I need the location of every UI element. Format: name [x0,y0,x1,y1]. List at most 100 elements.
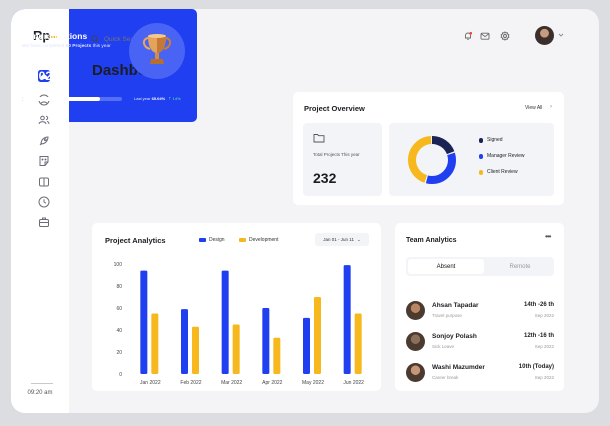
member-row[interactable]: Ahsan Tapadar Travel purpose 14th -26 th… [406,300,554,324]
clock-icon[interactable] [38,196,50,208]
legend-signed: Signed [479,137,503,143]
bar-development [192,326,199,374]
member-month: Sep 2022 [534,313,554,318]
y-tick-label: 0 [119,372,122,378]
tab-absent[interactable]: Absent [408,259,484,274]
last-year-stat: Last year 65.04% ⇡ 14% [134,96,181,101]
member-name: Sonjoy Polash [432,333,477,340]
total-projects-label: Total Projects This year [313,152,360,157]
y-tick-label: 40 [116,328,122,334]
users-icon[interactable] [38,114,50,126]
legend-design: Design [199,237,225,243]
bar-development [314,297,321,374]
bar-development [354,313,362,374]
x-tick-label: May 2022 [302,380,324,386]
trophy-icon [142,34,172,64]
current-time: 09:20 am [27,390,53,396]
legend-label: Client Review [487,169,518,175]
member-row[interactable]: Sonjoy Polash Sick Leave 12th -16 th Sep… [406,331,554,355]
y-tick-label: 100 [114,262,123,268]
member-reason: Sick Leave [432,344,455,349]
member-name: Ahsan Tapadar [432,302,479,309]
team-analytics-card: Team Analytics ••• Absent Remote Ahsan T… [395,223,564,391]
satisfaction-percent: 93.02% [22,69,58,83]
member-name: Washi Mazumder [432,364,485,371]
project-analytics-card: Project Analytics Design Development Jan… [92,223,381,391]
sidebar-divider [31,383,53,384]
y-tick-label: 20 [116,350,122,356]
x-tick-label: Jan 2022 [140,380,161,386]
chevron-down-icon[interactable] [558,32,564,38]
percent-unit: % [53,76,59,82]
sticker-icon[interactable] [38,155,50,167]
chevron-right-icon[interactable]: › [550,104,552,110]
logo[interactable]: Rp [33,28,58,43]
donut-slice [408,136,456,184]
overview-title: Project Overview [304,104,365,113]
logo-text: Rp [33,28,51,43]
home-icon[interactable] [38,70,50,82]
member-row[interactable]: Washi Mazumder Career break 10th (Today)… [406,362,554,386]
status-breakdown-box: Signed Manager Review Client Review [389,123,554,196]
more-options-icon[interactable]: ••• [545,232,551,241]
satisfaction-progress [22,97,122,101]
subtitle-projects: 50 Projects [65,44,92,49]
last-year-value: 65.04% [151,96,166,101]
trophy-badge [129,23,185,79]
bar-design [303,317,310,374]
member-month: Sep 2022 [534,375,554,380]
bar-design [221,270,229,374]
x-tick-label: Apr 2022 [262,380,283,386]
donut-slice [408,136,456,184]
member-reason: Travel purpose [432,313,462,318]
mail-icon[interactable] [480,31,490,41]
bar-design [181,309,188,374]
x-tick-label: Feb 2022 [180,380,201,386]
legend-development: Development [239,237,278,243]
analytics-title: Project Analytics [105,236,166,245]
x-tick-label: Jun 2022 [343,380,364,386]
satisfaction-label: Clients Satisfaction [22,89,63,94]
series-name: Design [209,237,225,243]
y-tick-label: 60 [116,306,122,312]
bar-development [232,324,240,374]
bar-design [262,308,270,374]
bell-icon[interactable] [463,31,473,41]
bar-design [140,270,148,374]
percent-value: 93.02 [22,69,53,83]
total-projects-box: Total Projects This year 232 [303,123,382,196]
logo-mark [51,35,58,38]
member-reason: Career break [432,375,459,380]
team-title: Team Analytics [406,237,457,244]
member-dates: 14th -26 th [523,302,554,308]
project-analytics-chart: 0 20 40 60 80 100 Jan 2022 Feb 2022 Mar 2022 Apr … [114,262,365,386]
gear-icon[interactable] [500,31,510,41]
briefcase-icon[interactable] [38,216,50,228]
x-tick-label: Mar 2022 [221,380,242,386]
avatar[interactable] [535,26,554,45]
view-all-link[interactable]: View All [525,105,543,111]
member-dates: 10th (Today) [518,364,554,370]
last-year-label: Last year [134,96,151,101]
change-stat: ⇡ 14% [168,96,181,101]
date-range-select[interactable]: Jan 01 - Jun 11 ⌄ [315,233,369,246]
date-range-value: Jan 01 - Jun 11 [323,237,354,242]
search-icon [91,30,99,48]
tab-remote[interactable]: Remote [509,263,531,270]
series-name: Development [249,237,279,243]
folder-icon [313,134,325,143]
bar-design [343,265,351,374]
y-tick-label: 80 [116,284,122,290]
donut-slice [408,136,456,184]
sidebar: Rp 09:20 am [11,9,69,413]
app-window: Rp 09:20 am [11,9,599,413]
rocket-icon[interactable] [38,135,50,147]
book-icon[interactable] [38,176,50,188]
chevron-down-icon: ⌄ [356,236,361,242]
bar-development [151,313,159,374]
project-overview-card: Project Overview View All › Total Projec… [293,92,564,205]
progress-fill [22,97,100,101]
change-value: 14% [172,96,181,101]
member-month: Sep 2022 [534,344,554,349]
legend-manager-review: Manager Review [479,153,525,159]
